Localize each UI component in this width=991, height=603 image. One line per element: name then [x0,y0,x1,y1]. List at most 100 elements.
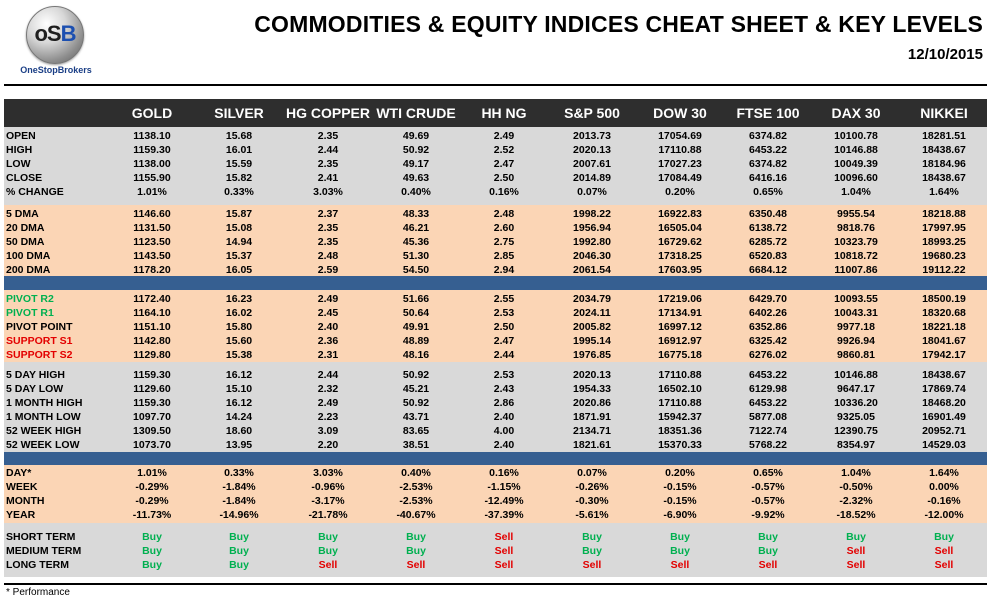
value-cell: 0.65% [753,186,783,198]
table-row: 52 WEEK LOW 1073.70 13.95 2.20 38.51 2.40 1821… [4,438,987,452]
value-cell: 20952.71 [922,425,966,437]
value-cell: -0.30% [575,495,609,507]
value-cell: 0.16% [489,467,519,479]
value-cell: 16912.97 [658,335,702,347]
signal-cell: Sell [318,559,338,571]
signal-cell: Buy [229,559,249,571]
table-row: MONTH -0.29% -1.84% -3.17% -2.53% -12.49% -0.3… [4,494,987,508]
row-label: SUPPORT S1 [6,335,73,347]
table-row: YEAR -11.73% -14.96% -21.78% -40.67% -37.39% -… [4,508,987,522]
value-cell: 6520.83 [749,250,787,262]
value-cell: 6453.22 [749,369,787,381]
logo-badge-icon [26,6,84,64]
table-row: HIGH 1159.30 16.01 2.44 50.92 2.52 2020.13 1711… [4,143,987,157]
value-cell: 2.35 [317,236,339,248]
value-cell: 19112.22 [922,264,966,276]
value-cell: 48.33 [402,208,430,220]
value-cell: 18438.67 [922,369,966,381]
table-row: PIVOT R2 1172.40 16.23 2.49 51.66 2.55 2034.79… [4,292,987,306]
row-label: OPEN [6,130,36,142]
value-cell: 14.94 [225,236,253,248]
row-label: 20 DMA [6,222,45,234]
row-label: SHORT TERM [6,531,76,543]
value-cell: 10146.88 [834,369,878,381]
value-cell: 18218.88 [922,208,966,220]
signal-cell: Buy [758,545,778,557]
column-header: FTSE 100 [736,105,800,121]
value-cell: 16505.04 [658,222,702,234]
value-cell: 1159.30 [133,397,171,409]
signal-cell: Buy [318,545,338,557]
value-cell: 2046.30 [573,250,611,262]
value-cell: 17942.17 [922,349,966,361]
row-label: MEDIUM TERM [6,545,82,557]
value-cell: 12390.75 [834,425,878,437]
value-cell: 2.40 [317,321,339,333]
value-cell: 0.20% [665,186,695,198]
value-cell: 6276.02 [749,349,787,361]
value-cell: 18041.67 [922,335,966,347]
value-cell: -0.15% [663,481,697,493]
row-label: YEAR [6,509,36,521]
value-cell: 2.44 [493,349,515,361]
value-cell: 6402.26 [749,307,787,319]
value-cell: 2.31 [317,349,339,361]
value-cell: 3.03% [313,467,343,479]
value-cell: 3.03% [313,186,343,198]
column-header: DAX 30 [831,105,881,121]
value-cell: 2020.13 [573,369,611,381]
row-label: 100 DMA [6,250,51,262]
value-cell: 16.12 [225,369,253,381]
value-cell: 9647.17 [837,383,875,395]
value-cell: 1.64% [929,467,959,479]
value-cell: 6416.16 [749,172,787,184]
value-cell: 18993.25 [922,236,966,248]
value-cell: 6684.12 [749,264,787,276]
value-cell: 2.40 [493,439,515,451]
value-cell: 9926.94 [837,335,875,347]
value-cell: 2.48 [317,250,339,262]
value-cell: 6453.22 [749,397,787,409]
value-cell: 2.55 [493,293,515,305]
value-cell: 15942.37 [658,411,702,423]
band-spacer [4,523,987,528]
value-cell: 1129.80 [133,349,171,361]
value-cell: 18438.67 [922,144,966,156]
report-date: 12/10/2015 [907,46,983,63]
value-cell: 16.02 [225,307,253,319]
logo-name: OneStopBrokers [20,65,92,75]
value-cell: 49.91 [402,321,430,333]
value-cell: -21.78% [308,509,348,521]
value-cell: 10323.79 [834,236,878,248]
value-cell: 1.01% [137,186,167,198]
page-title: COMMODITIES & EQUITY INDICES CHEAT SHEET… [254,11,983,37]
column-header: WTI CRUDE [376,105,456,121]
footnote: * Performance [6,587,70,598]
value-cell: -37.39% [484,509,524,521]
column-header: HH NG [481,105,527,121]
value-cell: 2.53 [493,307,515,319]
value-cell: 1146.60 [133,208,171,220]
value-cell: 19680.23 [922,250,966,262]
value-cell: 2005.82 [573,321,611,333]
table-section: PIVOT R2 1172.40 16.23 2.49 51.66 2.55 2034.79… [4,290,987,362]
value-cell: 18320.68 [922,307,966,319]
value-cell: 1954.33 [573,383,611,395]
column-header-row: GOLD SILVER HG COPPER WTI CRUDE HH NG S&P 500… [4,99,987,127]
value-cell: -0.15% [663,495,697,507]
value-cell: 45.36 [402,236,430,248]
table-row: % CHANGE 1.01% 0.33% 3.03% 0.40% 0.16% 0.07% 0.… [4,185,987,199]
value-cell: 2.32 [317,383,339,395]
signal-cell: Buy [142,531,162,543]
row-label: SUPPORT S2 [6,349,73,361]
table-row: 1 MONTH LOW 1097.70 14.24 2.23 43.71 2.40 1871… [4,410,987,424]
value-cell: 1151.10 [133,321,171,333]
value-cell: 50.92 [402,397,430,409]
value-cell: -12.49% [484,495,524,507]
value-cell: 2134.71 [573,425,611,437]
value-cell: 50.64 [402,307,430,319]
row-label: % CHANGE [6,186,64,198]
table-section: DAY* 1.01% 0.33% 3.03% 0.40% 0.16% 0.07% 0.20% 0… [4,465,987,523]
value-cell: 10096.60 [834,172,878,184]
row-label: LONG TERM [6,559,69,571]
